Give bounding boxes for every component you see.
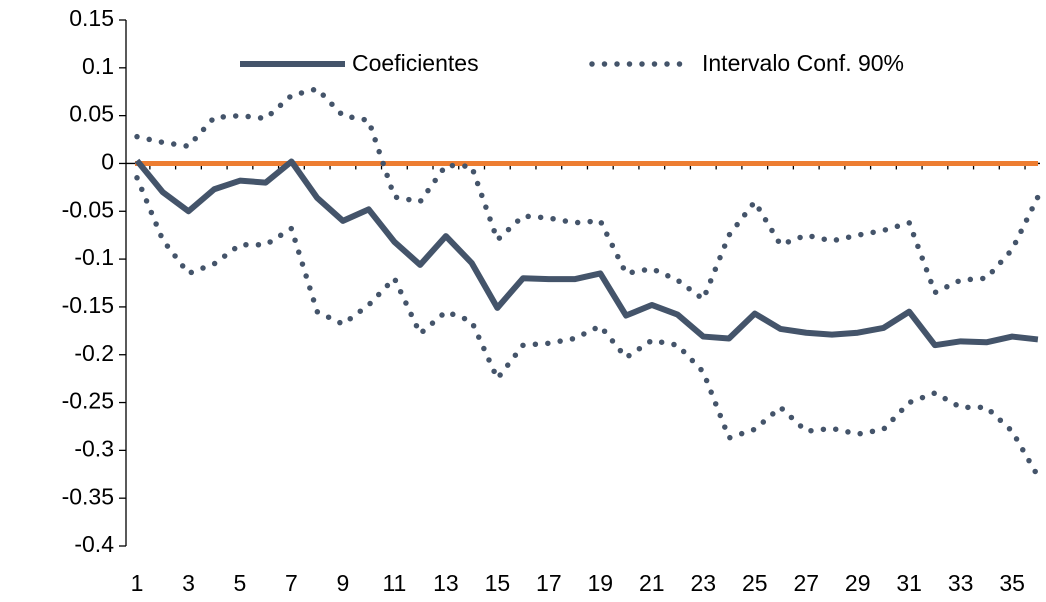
x-tick-label: 5	[234, 570, 247, 596]
x-tick-label: 25	[742, 570, 768, 596]
x-tick-label: 29	[845, 570, 871, 596]
y-tick-label: -0.05	[62, 196, 114, 222]
legend-label: Intervalo Conf. 90%	[702, 50, 904, 76]
x-tick-label: 21	[639, 570, 665, 596]
y-tick-label: 0.15	[69, 5, 114, 31]
y-tick-label: 0.05	[69, 101, 114, 127]
x-tick-label: 13	[433, 570, 459, 596]
y-tick-label: -0.3	[74, 435, 114, 461]
y-tick-label: -0.15	[62, 292, 114, 318]
legend-label: Coeficientes	[352, 50, 479, 76]
x-tick-label: 3	[182, 570, 195, 596]
series-line	[134, 85, 1041, 304]
y-tick-label: -0.25	[62, 388, 114, 414]
y-tick-label: 0.1	[82, 53, 114, 79]
x-tick-label: 27	[793, 570, 819, 596]
x-tick-label: 15	[485, 570, 511, 596]
series-line	[134, 158, 1039, 349]
x-tick-label: 23	[690, 570, 716, 596]
y-tick-label: 0	[101, 149, 114, 175]
x-tick-label: 7	[285, 570, 298, 596]
x-tick-label: 35	[999, 570, 1025, 596]
x-tick-label: 31	[896, 570, 922, 596]
x-tick-label: 19	[588, 570, 614, 596]
x-tick-label: 1	[131, 570, 144, 596]
y-tick-label: -0.2	[74, 340, 114, 366]
y-tick-label: -0.4	[74, 531, 114, 557]
x-tick-label: 33	[948, 570, 974, 596]
y-tick-label: -0.1	[74, 244, 114, 270]
series-line	[134, 175, 1041, 479]
y-tick-label: -0.35	[62, 483, 114, 509]
x-tick-label: 9	[337, 570, 350, 596]
x-tick-label: 11	[382, 570, 406, 596]
x-tick-label: 17	[536, 570, 562, 596]
